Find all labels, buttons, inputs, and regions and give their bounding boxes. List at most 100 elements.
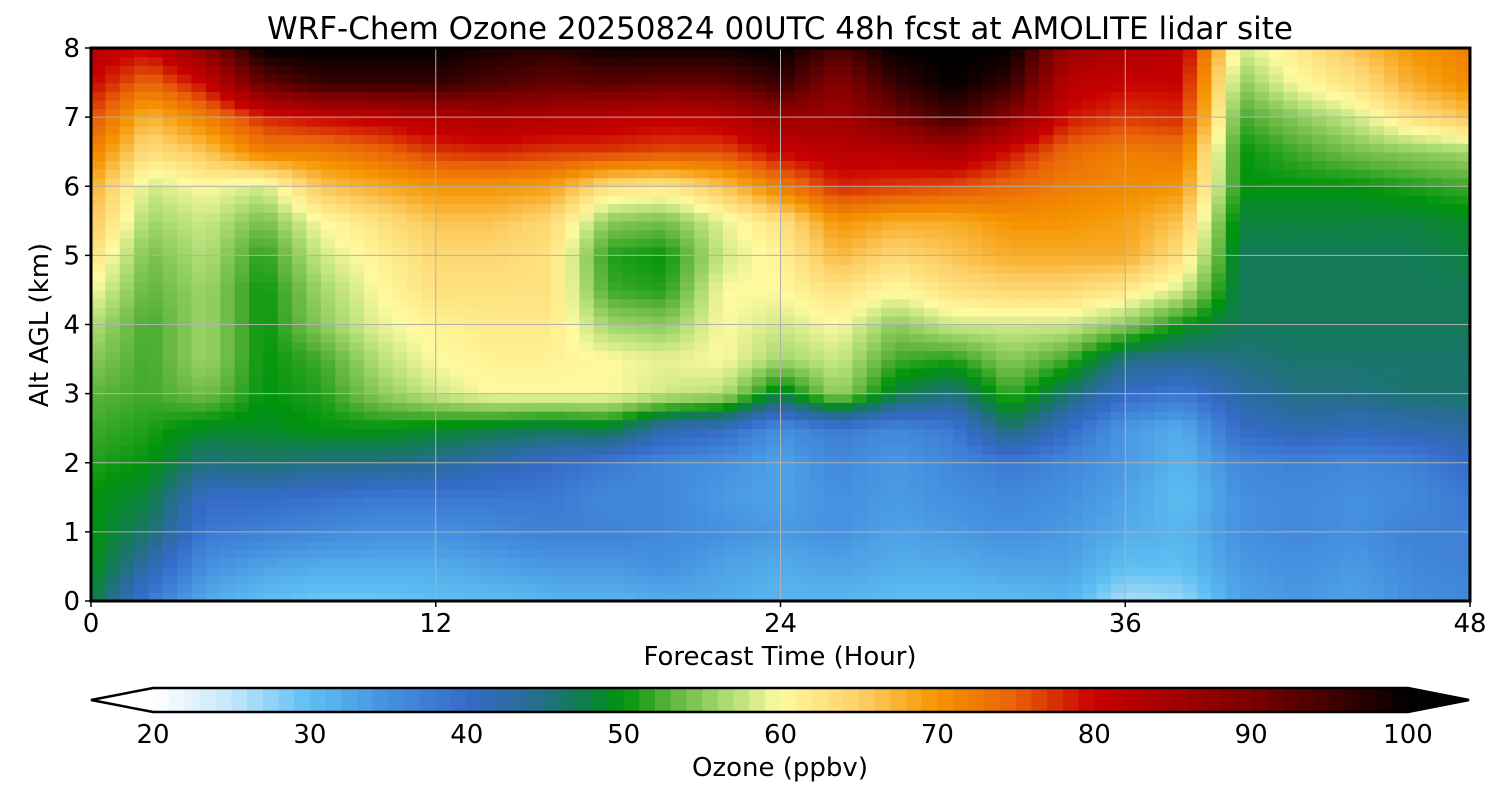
heatmap-cell [1082, 186, 1098, 196]
heatmap-cell [679, 350, 696, 360]
heatmap-cell [205, 488, 221, 499]
heatmap-cell [1168, 549, 1184, 559]
heatmap-cell [493, 445, 509, 455]
heatmap-cell [1139, 281, 1155, 291]
heatmap-cell [751, 350, 767, 360]
heatmap-cell [507, 359, 523, 369]
heatmap-cell [335, 497, 351, 507]
heatmap-cell [608, 350, 624, 360]
heatmap-cell [593, 315, 609, 326]
heatmap-cell [1383, 376, 1399, 386]
heatmap-cell [493, 212, 509, 222]
heatmap-cell [320, 540, 336, 550]
heatmap-cell [708, 462, 724, 473]
heatmap-cell [1010, 523, 1026, 533]
heatmap-cell [924, 376, 940, 386]
heatmap-cell [421, 523, 437, 533]
heatmap-cell [263, 229, 279, 239]
heatmap-cell [895, 298, 911, 308]
heatmap-cell [1283, 307, 1299, 317]
heatmap-cell [1039, 194, 1055, 205]
heatmap-cell [277, 168, 293, 179]
heatmap-cell [162, 445, 178, 455]
heatmap-cell [335, 151, 351, 162]
heatmap-cell [536, 531, 552, 542]
heatmap-cell [1168, 419, 1184, 429]
heatmap-cell [306, 315, 322, 326]
heatmap-cell [1383, 151, 1399, 162]
heatmap-cell [277, 151, 293, 162]
heatmap-cell [450, 462, 466, 473]
heatmap-cell [1082, 393, 1098, 403]
heatmap-cell [421, 376, 437, 386]
heatmap-cell [737, 376, 753, 386]
heatmap-cell [1412, 246, 1428, 257]
heatmap-cell [995, 238, 1012, 248]
heatmap-cell [493, 298, 509, 308]
heatmap-cell [1455, 186, 1471, 196]
heatmap-cell [981, 480, 997, 490]
heatmap-cell [794, 393, 810, 403]
heatmap-cell [306, 177, 322, 187]
heatmap-cell [766, 402, 782, 412]
heatmap-cell [1297, 341, 1313, 352]
heatmap-cell [1024, 419, 1040, 429]
heatmap-cell [895, 324, 911, 334]
heatmap-cell [565, 402, 581, 412]
heatmap-cell [1225, 229, 1241, 239]
heatmap-cell [1311, 540, 1328, 550]
heatmap-cell [1039, 523, 1055, 533]
heatmap-cell [536, 410, 552, 421]
heatmap-cell [320, 436, 336, 447]
heatmap-cell [938, 220, 954, 231]
heatmap-cell [723, 393, 739, 403]
heatmap-cell [1067, 307, 1083, 317]
heatmap-cell [1412, 238, 1428, 248]
heatmap-cell [1225, 454, 1241, 464]
heatmap-cell [1139, 255, 1155, 265]
heatmap-cell [1197, 298, 1213, 308]
heatmap-cell [162, 324, 178, 334]
heatmap-cell [593, 402, 609, 412]
heatmap-cell [220, 212, 236, 222]
heatmap-cell [435, 307, 451, 317]
heatmap-cell [277, 557, 293, 568]
heatmap-cell [766, 410, 782, 421]
heatmap-cell [1369, 324, 1385, 334]
heatmap-cell [1125, 462, 1141, 473]
heatmap-cell [1297, 229, 1313, 239]
heatmap-cell [1268, 220, 1284, 231]
heatmap-cell [435, 393, 451, 403]
heatmap-cell [1283, 333, 1299, 343]
heatmap-cell [981, 315, 997, 326]
heatmap-cell [1254, 592, 1270, 602]
heatmap-cell [995, 324, 1012, 334]
heatmap-cell [852, 410, 868, 421]
heatmap-cell [1398, 462, 1414, 473]
heatmap-cell [1283, 246, 1299, 257]
heatmap-cell [1067, 315, 1083, 326]
heatmap-cell [881, 497, 897, 507]
heatmap-cell [292, 505, 308, 516]
heatmap-cell [1039, 566, 1055, 576]
heatmap-cell [335, 531, 351, 542]
heatmap-cell [1110, 488, 1126, 499]
heatmap-cell [105, 350, 121, 360]
heatmap-cell [1082, 445, 1098, 455]
heatmap-cell [1024, 229, 1040, 239]
heatmap-cell [1326, 298, 1342, 308]
heatmap-cell [177, 402, 193, 412]
heatmap-cell [866, 151, 882, 162]
heatmap-cell [1024, 359, 1040, 369]
heatmap-cell [866, 203, 882, 213]
heatmap-cell [995, 436, 1012, 447]
heatmap-cell [952, 298, 968, 308]
heatmap-cell [1254, 540, 1270, 550]
heatmap-cell [162, 315, 178, 326]
heatmap-cell [1110, 454, 1126, 464]
heatmap-cell [1283, 264, 1299, 274]
heatmap-cell [995, 246, 1012, 257]
heatmap-cell [981, 212, 997, 222]
heatmap-cell [1426, 583, 1442, 594]
heatmap-cell [593, 246, 609, 257]
